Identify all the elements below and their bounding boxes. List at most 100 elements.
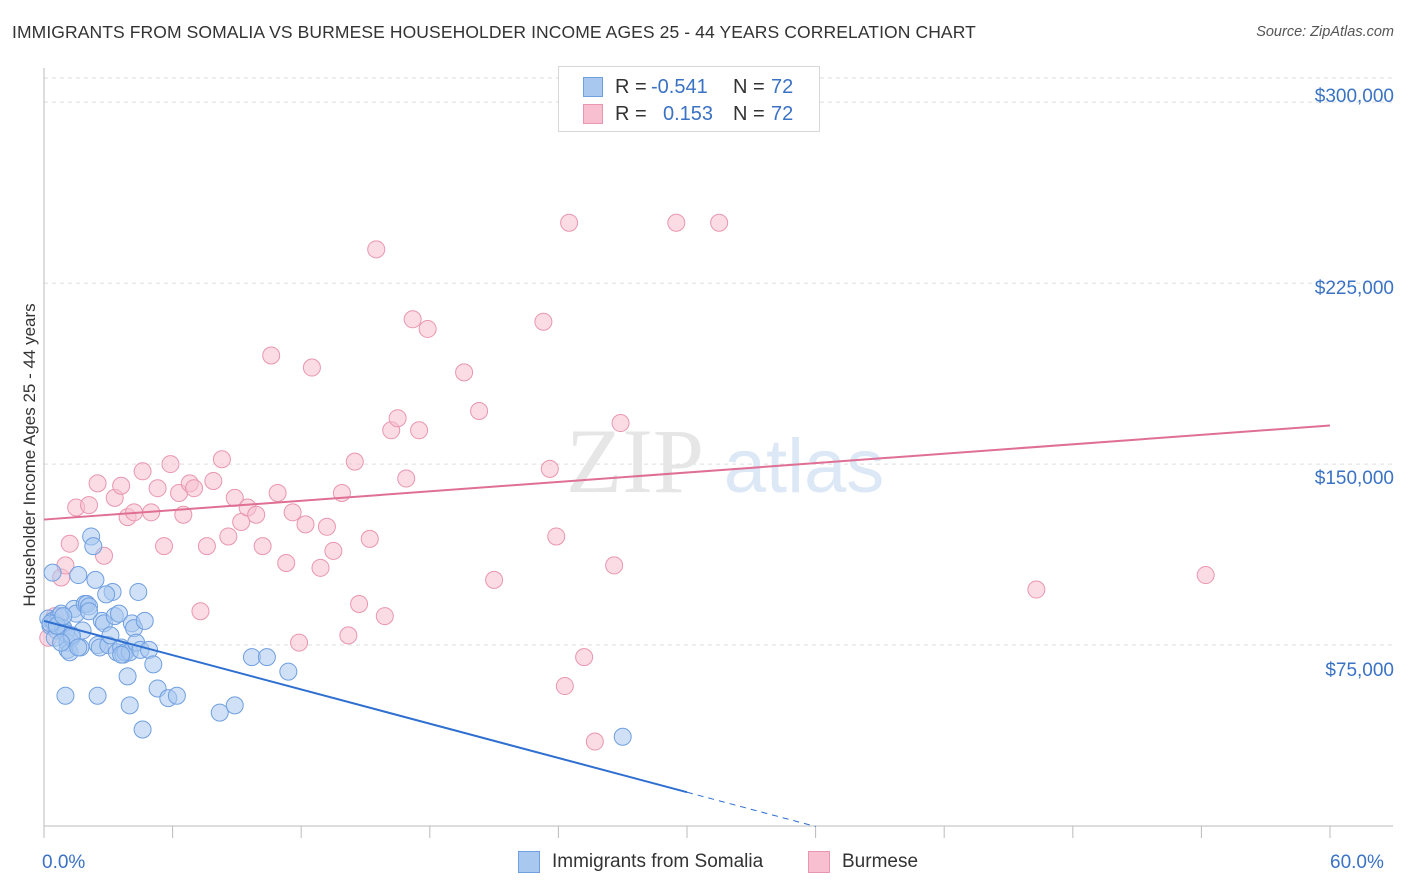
y-tick-label: $150,000 — [1314, 468, 1394, 489]
source-label: Source: ZipAtlas.com — [1256, 24, 1394, 40]
data-point — [279, 662, 298, 681]
data-point — [403, 310, 422, 329]
data-point — [418, 319, 437, 338]
data-point — [54, 607, 73, 626]
data-point — [613, 727, 632, 746]
data-point — [388, 409, 407, 428]
data-point — [197, 537, 216, 556]
trend-line-burmese — [43, 424, 1331, 521]
data-point — [485, 570, 504, 589]
data-point — [43, 563, 62, 582]
data-point — [97, 585, 116, 604]
grid-lines — [44, 77, 1393, 646]
data-point — [144, 655, 163, 674]
data-point — [345, 452, 364, 471]
data-point — [311, 558, 330, 577]
data-point — [185, 479, 204, 498]
data-point — [161, 455, 180, 474]
data-point — [290, 633, 309, 652]
data-point — [88, 686, 107, 705]
data-point — [375, 607, 394, 626]
legend-label: Burmese — [842, 851, 919, 872]
r-value: -0.541 — [651, 75, 708, 98]
data-point — [84, 537, 103, 556]
data-point — [262, 346, 281, 365]
data-point — [410, 421, 429, 440]
data-point — [560, 213, 579, 232]
data-point — [277, 553, 296, 572]
r-label: R = — [615, 102, 647, 125]
data-point — [120, 696, 139, 715]
data-point — [135, 611, 154, 630]
watermark-zip: ZIP — [566, 410, 704, 512]
somalia-swatch — [518, 851, 540, 873]
data-point — [540, 459, 559, 478]
data-point — [268, 484, 287, 503]
legend-row-somalia: R = -0.541 N = 72 — [583, 75, 793, 99]
data-point — [210, 703, 229, 722]
legend-item-burmese[interactable]: Burmese — [808, 851, 918, 873]
data-point — [339, 626, 358, 645]
data-point — [52, 633, 71, 652]
data-point — [302, 358, 321, 377]
data-point — [605, 556, 624, 575]
data-point — [80, 496, 99, 515]
x-tick-label: 0.0% — [42, 852, 86, 873]
trend-line-somalia-extension — [686, 791, 816, 827]
data-point — [555, 677, 574, 696]
data-point — [1196, 566, 1215, 585]
data-point — [88, 474, 107, 493]
data-point — [397, 469, 416, 488]
data-point — [69, 638, 88, 657]
data-point — [575, 648, 594, 667]
data-point — [257, 648, 276, 667]
data-point — [112, 645, 131, 664]
series-burmese — [39, 213, 1215, 751]
x-tick-label: 60.0% — [1330, 852, 1384, 873]
data-point — [350, 595, 369, 614]
data-point — [86, 570, 105, 589]
data-point — [710, 213, 729, 232]
data-point — [60, 534, 79, 553]
n-label: N = — [733, 102, 765, 125]
data-point — [56, 686, 75, 705]
data-point — [455, 363, 474, 382]
n-label: N = — [733, 75, 765, 98]
data-point — [118, 667, 137, 686]
data-point — [283, 503, 302, 522]
r-label: R = — [615, 75, 647, 98]
data-point — [324, 541, 343, 560]
data-point — [611, 414, 630, 433]
data-point — [148, 479, 167, 498]
data-point — [547, 527, 566, 546]
y-axis-label: Householder Income Ages 25 - 44 years — [20, 303, 39, 607]
data-point — [367, 240, 386, 259]
chart-title: IMMIGRANTS FROM SOMALIA VS BURMESE HOUSE… — [12, 22, 976, 42]
legend-row-burmese: R = 0.153 N = 72 — [583, 102, 793, 126]
data-point — [247, 505, 266, 524]
data-point — [667, 213, 686, 232]
data-point — [1027, 580, 1046, 599]
n-value: 72 — [771, 102, 794, 125]
somalia-swatch — [583, 77, 603, 97]
data-point — [585, 732, 604, 751]
trend-lines — [43, 424, 1331, 827]
data-point — [112, 476, 131, 495]
data-point — [204, 471, 223, 490]
data-point — [253, 537, 272, 556]
series-somalia — [39, 527, 632, 746]
data-point — [534, 312, 553, 331]
data-point — [360, 529, 379, 548]
correlation-legend: R = -0.541 N = 72 R = 0.153 N = 72 — [558, 66, 820, 132]
legend-item-somalia[interactable]: Immigrants from Somalia — [518, 851, 763, 873]
watermark-atlas: atlas — [724, 424, 885, 509]
data-point — [69, 566, 88, 585]
data-point — [296, 515, 315, 534]
y-tick-label: $225,000 — [1314, 278, 1394, 299]
data-point — [129, 582, 148, 601]
data-point — [191, 602, 210, 621]
data-point — [212, 450, 231, 469]
burmese-swatch — [808, 851, 830, 873]
data-point — [80, 602, 99, 621]
